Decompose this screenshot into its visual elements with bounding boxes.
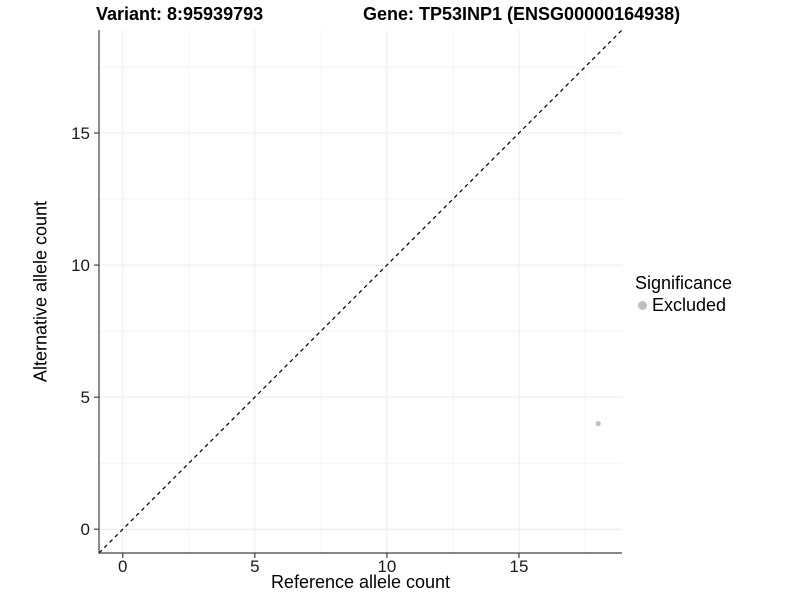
legend: Significance Excluded: [635, 272, 732, 316]
y-tick-label: 15: [71, 124, 90, 143]
x-tick-label: 10: [377, 557, 396, 576]
plot-title-variant: Variant: 8:95939793: [96, 4, 264, 24]
y-tick-label: 5: [81, 388, 90, 407]
legend-key-dot-icon: [638, 301, 647, 310]
y-axis-title: Alternative allele count: [30, 200, 51, 383]
x-tick-label: 5: [250, 557, 259, 576]
y-tick-label: 0: [81, 520, 90, 539]
y-tick-label: 10: [71, 256, 90, 275]
legend-item-excluded: Excluded: [635, 295, 732, 316]
x-tick-label: 0: [118, 557, 127, 576]
data-point: [595, 420, 601, 427]
legend-title: Significance: [635, 273, 733, 293]
x-tick-label: 15: [510, 557, 529, 576]
legend-item-label: Excluded: [652, 295, 727, 315]
x-axis-title: Reference allele count: [270, 572, 451, 592]
identity-reference-line: [98, 29, 623, 554]
plot-title-gene: Gene: TP53INP1 (ENSG00000164938): [363, 4, 681, 24]
